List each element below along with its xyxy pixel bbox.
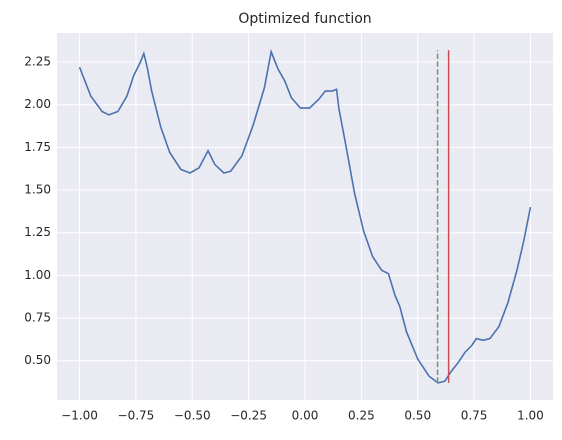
y-tick-label: 1.50	[24, 183, 51, 197]
y-tick-label: 2.25	[24, 55, 51, 69]
x-tick-label: 1.00	[517, 409, 544, 423]
y-tick-label: 1.25	[24, 225, 51, 239]
y-tick-label: 2.00	[24, 97, 51, 111]
line	[78, 48, 532, 384]
x-tick-label: −0.75	[118, 409, 155, 423]
x-tick-label: −0.25	[230, 409, 267, 423]
chart-title: Optimized function	[238, 11, 371, 27]
x-tick-label: 0.25	[348, 409, 375, 423]
x-tick-label: −1.00	[61, 409, 98, 423]
y-tick-label: 0.50	[24, 353, 51, 367]
x-tick-label: 0.75	[461, 409, 488, 423]
x-tick-label: −0.50	[174, 409, 211, 423]
x-tick-label: 0.50	[404, 409, 431, 423]
x-tick-label: 0.00	[292, 409, 319, 423]
y-tick-label: 0.75	[24, 311, 51, 325]
y-tick-label: 1.75	[24, 140, 51, 154]
y-tick-label: 1.00	[24, 268, 51, 282]
